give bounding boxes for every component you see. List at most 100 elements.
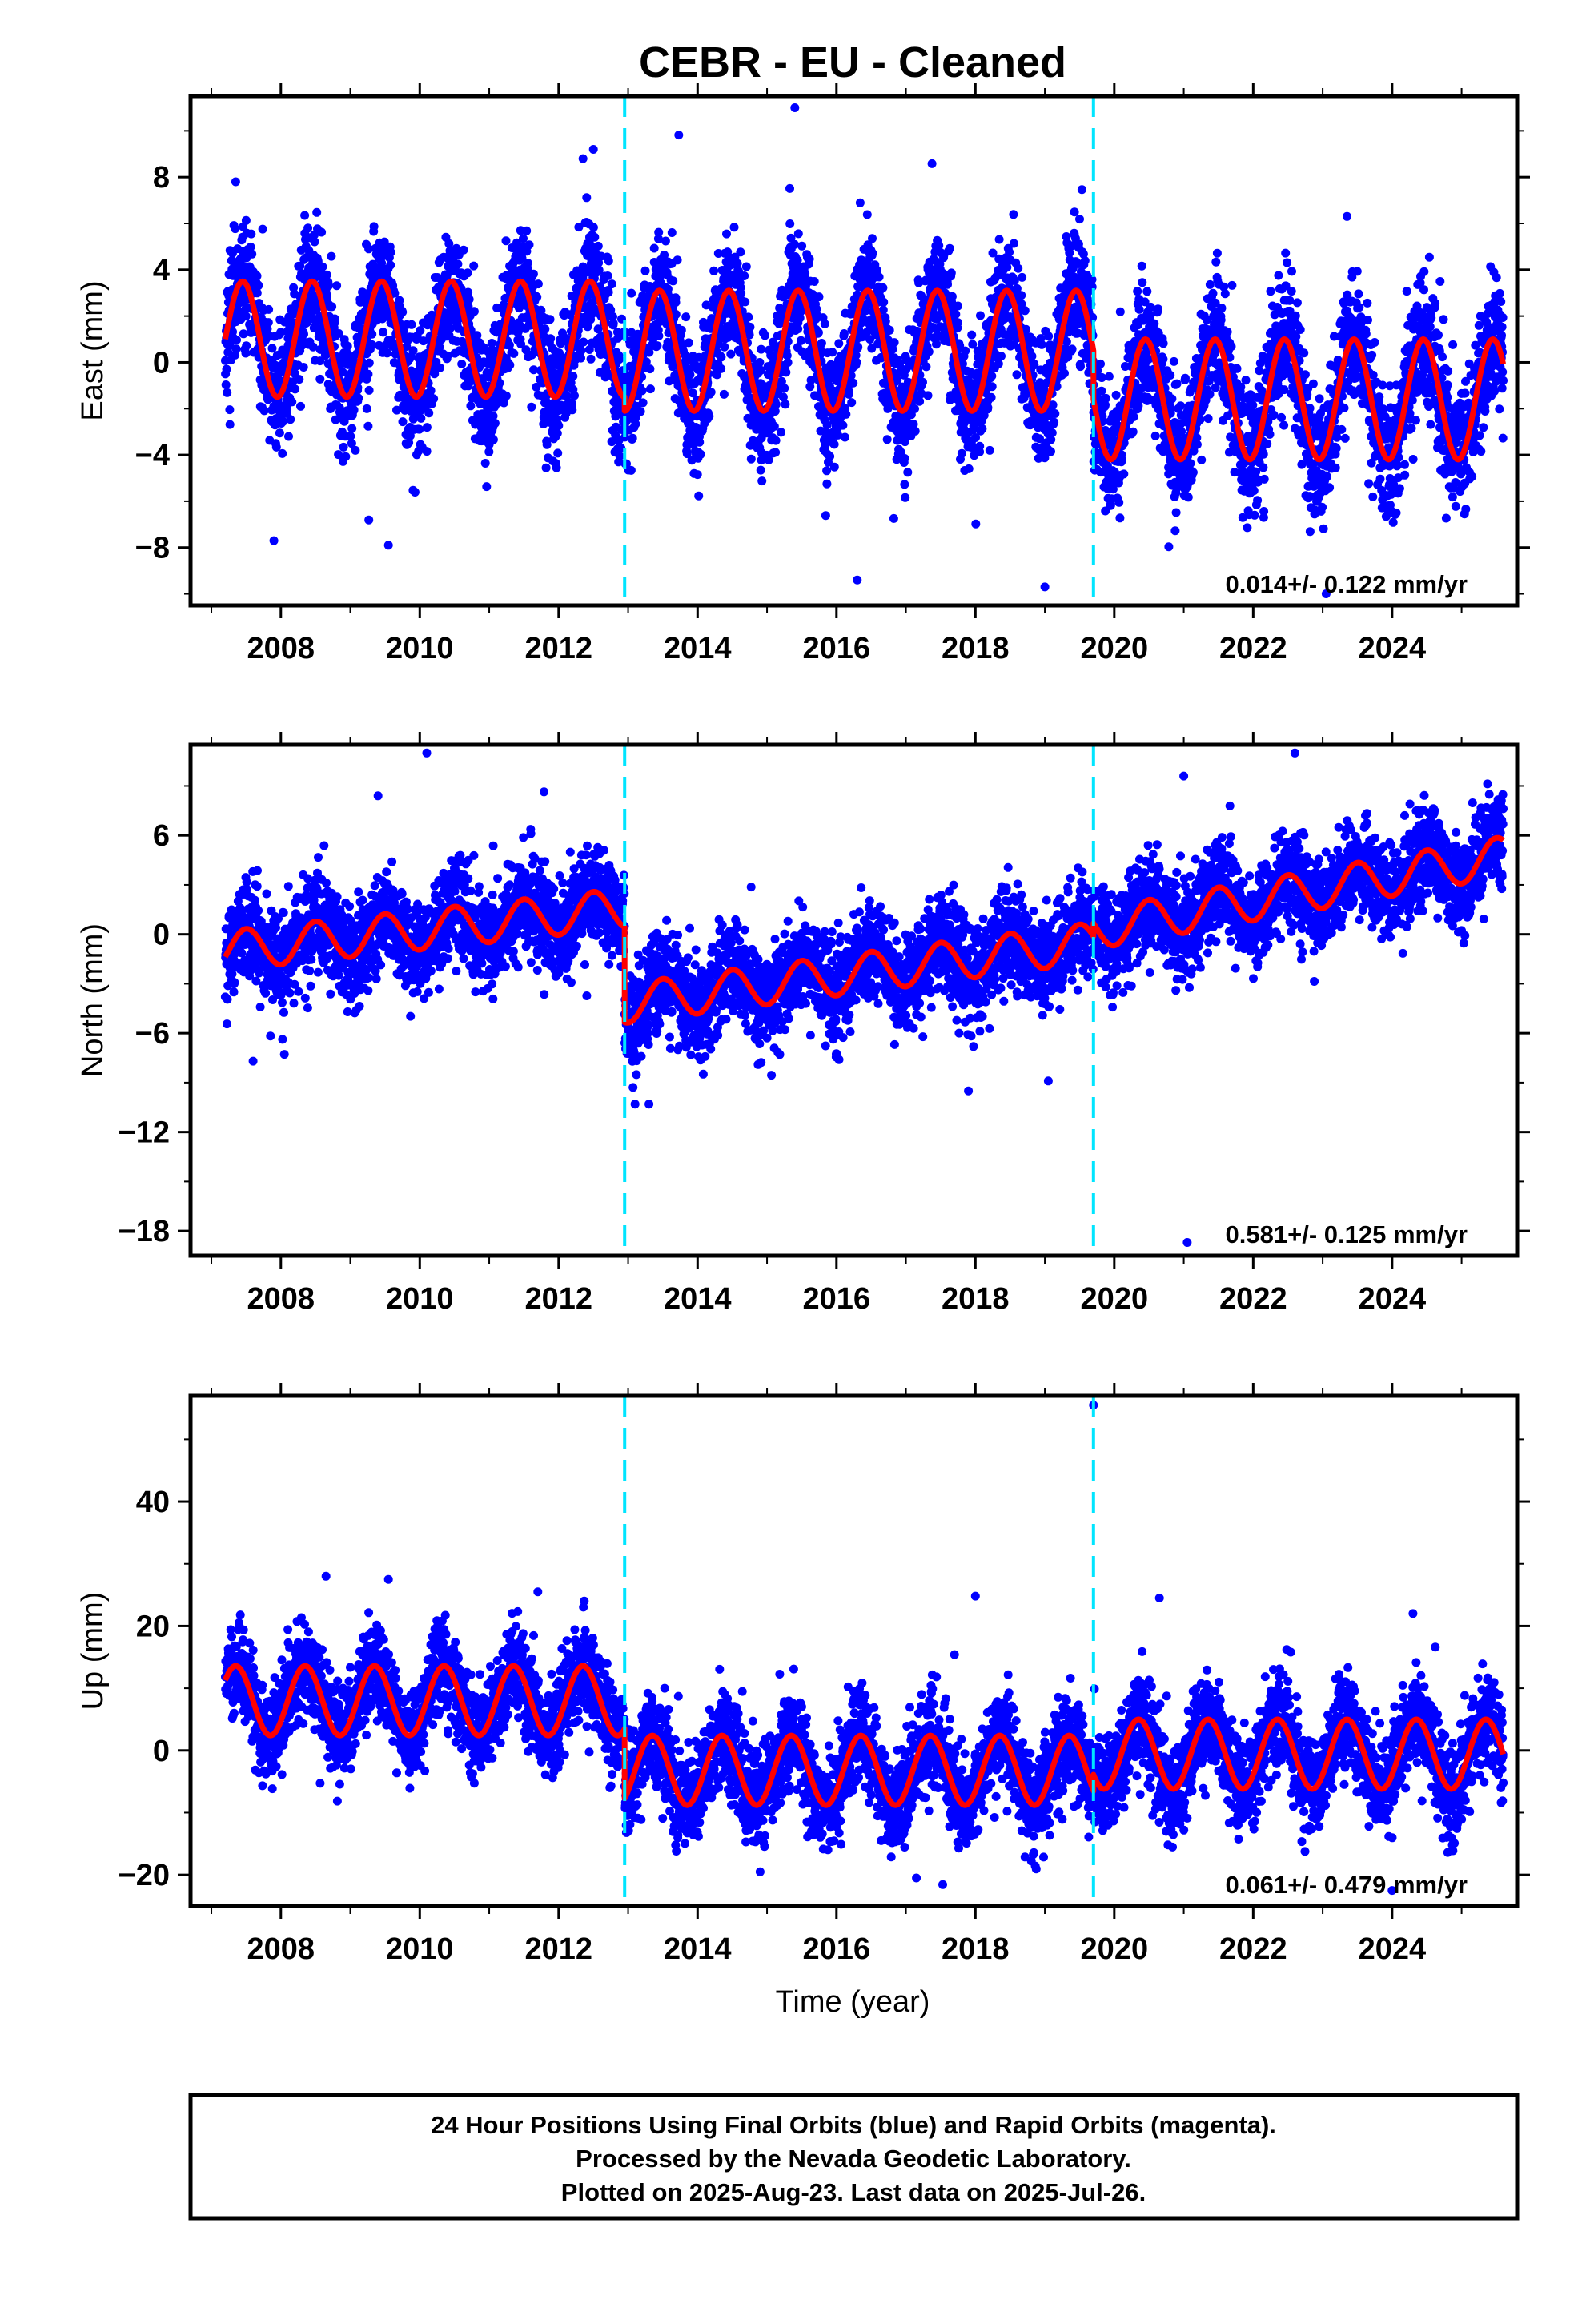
data-point <box>1158 354 1168 364</box>
data-point <box>252 288 262 298</box>
data-point <box>777 428 785 437</box>
data-point <box>542 440 552 449</box>
data-point <box>1047 428 1057 437</box>
data-point <box>383 348 392 358</box>
data-point <box>1172 379 1182 388</box>
data-point <box>852 358 861 367</box>
data-point <box>844 387 853 396</box>
data-point <box>523 259 532 267</box>
data-point <box>900 454 909 463</box>
data-point <box>264 304 274 314</box>
data-point <box>604 287 613 297</box>
data-point <box>755 358 765 367</box>
data-point <box>847 398 857 408</box>
data-point <box>1150 431 1160 440</box>
data-point <box>410 488 420 497</box>
data-point <box>239 329 248 339</box>
data-point <box>943 279 952 289</box>
data-point <box>801 268 810 278</box>
data-point <box>540 324 550 334</box>
data-point <box>1183 493 1193 502</box>
data-point <box>296 401 305 411</box>
data-point <box>862 210 872 219</box>
data-point <box>834 339 844 348</box>
data-point <box>379 328 388 337</box>
data-point <box>231 344 241 354</box>
data-point <box>646 384 655 394</box>
data-point <box>392 405 401 415</box>
data-point <box>745 322 755 332</box>
data-point <box>878 283 888 292</box>
data-point <box>953 318 962 328</box>
data-point <box>978 424 987 433</box>
data-point <box>608 319 618 328</box>
data-point <box>334 450 343 460</box>
data-point <box>868 234 877 243</box>
data-point <box>1119 469 1129 479</box>
data-point <box>915 396 925 406</box>
data-point <box>1176 401 1186 411</box>
data-point <box>278 448 287 458</box>
data-point <box>271 442 281 452</box>
data-point <box>741 297 750 307</box>
data-point <box>443 351 452 360</box>
data-point <box>364 244 374 254</box>
data-point <box>797 241 807 251</box>
data-point <box>287 397 297 407</box>
data-point <box>603 271 612 280</box>
data-point <box>889 513 898 523</box>
data-point <box>910 404 919 413</box>
data-point <box>469 261 479 271</box>
data-point <box>783 358 793 368</box>
data-point <box>885 325 894 335</box>
data-point <box>436 363 444 372</box>
data-point <box>809 277 819 286</box>
data-point <box>1138 278 1147 287</box>
data-point <box>654 331 664 340</box>
data-point <box>367 340 377 350</box>
data-point <box>746 454 756 464</box>
data-point <box>706 388 716 397</box>
data-point <box>1128 427 1138 436</box>
data-point <box>997 352 1006 361</box>
data-point <box>829 440 839 449</box>
data-point <box>568 405 577 415</box>
data-point <box>246 242 255 251</box>
data-point <box>1020 306 1030 316</box>
data-point <box>327 251 336 261</box>
data-point <box>554 421 564 430</box>
data-point <box>586 354 596 364</box>
data-point <box>626 465 636 475</box>
data-point <box>927 159 937 168</box>
data-point <box>771 436 781 445</box>
data-point <box>1101 393 1110 403</box>
data-point <box>295 375 304 384</box>
data-point <box>1170 526 1180 536</box>
data-point <box>645 364 655 374</box>
data-point <box>1037 340 1046 349</box>
data-point <box>369 222 379 231</box>
data-point <box>717 364 726 373</box>
data-point <box>694 491 704 501</box>
data-point <box>570 391 579 400</box>
data-point <box>780 384 789 393</box>
data-point <box>416 413 426 423</box>
data-point <box>263 318 273 328</box>
data-point <box>343 341 352 351</box>
data-point <box>398 417 408 427</box>
data-point <box>415 424 424 434</box>
data-point <box>1046 447 1055 456</box>
data-point <box>1067 344 1077 354</box>
data-point <box>781 368 791 377</box>
data-point <box>820 319 829 328</box>
data-point <box>838 420 848 430</box>
data-point <box>677 325 686 335</box>
data-point <box>1009 210 1018 219</box>
data-point <box>736 247 745 257</box>
data-point <box>430 369 440 379</box>
data-point <box>524 240 534 250</box>
data-point <box>322 270 331 279</box>
data-point <box>889 338 899 348</box>
data-point <box>628 433 637 443</box>
data-point <box>527 402 536 412</box>
